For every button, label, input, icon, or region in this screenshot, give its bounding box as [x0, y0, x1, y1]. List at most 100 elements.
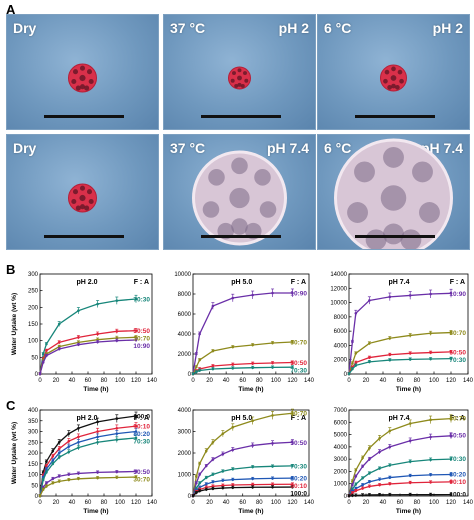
- data-point: [231, 448, 235, 452]
- hydrogel-scaffold-image: [68, 63, 97, 93]
- series-label: 30:70: [133, 336, 150, 343]
- data-point: [231, 296, 235, 300]
- photo-condition-label: 37 °C: [170, 20, 206, 36]
- series-line: [192, 465, 293, 497]
- data-point: [211, 458, 215, 461]
- line-chart-2: 0 20 40 60 80 100 120 140 0 2000 4000 6000 8000 10000…: [174, 272, 314, 393]
- data-point: [361, 476, 364, 480]
- data-point: [41, 488, 45, 491]
- data-point: [57, 451, 61, 455]
- data-point: [271, 341, 274, 345]
- data-point: [96, 435, 99, 439]
- y-tick-label: 300: [28, 430, 39, 436]
- x-tick-label: 20: [53, 378, 60, 384]
- y-tick-label: 6000: [334, 329, 348, 335]
- x-tick-label: 120: [287, 500, 298, 506]
- data-point: [354, 364, 358, 367]
- series-line: [192, 412, 293, 497]
- data-point: [57, 474, 61, 478]
- data-point: [221, 432, 225, 435]
- data-point: [291, 411, 294, 415]
- data-point: [51, 462, 55, 466]
- scale-bar: [44, 115, 124, 118]
- x-tick-label: 120: [446, 500, 457, 506]
- data-point: [204, 449, 208, 453]
- data-point: [38, 494, 42, 498]
- data-point: [96, 332, 99, 336]
- photo-5: 37 °C pH 7.4: [163, 134, 316, 250]
- photo-condition-label: Dry: [13, 140, 37, 156]
- series-70-30: [347, 456, 453, 498]
- series-70-30: [38, 434, 138, 498]
- legend-title: F : A: [450, 415, 465, 422]
- data-point: [115, 438, 119, 441]
- x-tick-label: 60: [397, 378, 404, 384]
- data-point: [45, 481, 48, 485]
- x-axis-label: Time (h): [238, 386, 263, 393]
- data-point: [388, 493, 392, 497]
- data-point: [429, 331, 432, 335]
- series-label: 50:50: [133, 328, 150, 335]
- series-label: 70:30: [290, 463, 307, 470]
- series-label: 50:50: [290, 440, 307, 447]
- x-tick-label: 20: [53, 500, 60, 506]
- data-point: [449, 291, 453, 295]
- data-point: [41, 478, 45, 482]
- photo-condition-label: 37 °C: [170, 140, 206, 156]
- scale-bar: [44, 235, 124, 238]
- data-point: [351, 367, 354, 371]
- series-label: 30:70: [449, 415, 466, 422]
- x-tick-label: 80: [414, 378, 421, 384]
- data-point: [388, 358, 392, 362]
- data-point: [354, 494, 358, 497]
- data-point: [388, 353, 392, 357]
- x-tick-label: 80: [256, 378, 263, 384]
- data-point: [195, 491, 198, 495]
- hydrogel-scaffold-image: [68, 183, 97, 213]
- data-point: [211, 487, 215, 490]
- data-point: [388, 429, 392, 433]
- data-point: [251, 343, 254, 347]
- y-tick-label: 0: [344, 372, 348, 378]
- data-point: [378, 483, 381, 487]
- x-tick-label: 140: [147, 378, 158, 384]
- x-tick-label: 60: [85, 378, 92, 384]
- data-point: [96, 420, 99, 424]
- series-50-50: [347, 432, 453, 498]
- data-point: [388, 336, 392, 340]
- data-point: [251, 465, 254, 469]
- x-tick-label: 40: [380, 500, 387, 506]
- x-tick-label: 60: [239, 500, 246, 506]
- data-point: [115, 330, 119, 333]
- panel-a-label: A: [6, 2, 16, 17]
- data-point: [77, 309, 80, 312]
- hydrogel-scaffold-image: [334, 138, 453, 249]
- data-point: [361, 483, 364, 487]
- legend-title: F : A: [291, 415, 306, 422]
- data-point: [134, 414, 138, 418]
- data-point: [361, 465, 364, 468]
- series-label: 80:20: [449, 471, 466, 478]
- data-point: [77, 446, 80, 449]
- data-point: [449, 457, 453, 461]
- series-line: [348, 331, 452, 375]
- plot-frame: [192, 273, 310, 375]
- y-tick-label: 4000: [178, 332, 192, 338]
- data-point: [195, 365, 198, 369]
- legend-title: F : A: [134, 415, 149, 422]
- series-label: 90:10: [449, 479, 466, 486]
- x-tick-label: 100: [271, 378, 282, 384]
- series-label: 10:90: [449, 291, 466, 298]
- series-label: 30:70: [290, 411, 307, 418]
- photo-3: 6 °C pH 2: [317, 14, 470, 130]
- data-point: [351, 491, 354, 495]
- data-point: [291, 365, 294, 369]
- y-tick-label: 0: [188, 494, 192, 500]
- data-point: [38, 372, 42, 376]
- series-label: 50:50: [133, 469, 150, 476]
- line-chart-3: 0 20 40 60 80 100 120 140 0 2000 4000 6000 8000 10000…: [330, 272, 473, 393]
- series-70-30: [347, 356, 453, 376]
- data-point: [195, 370, 198, 374]
- scale-bar: [201, 235, 281, 238]
- plot-frame: [348, 273, 469, 375]
